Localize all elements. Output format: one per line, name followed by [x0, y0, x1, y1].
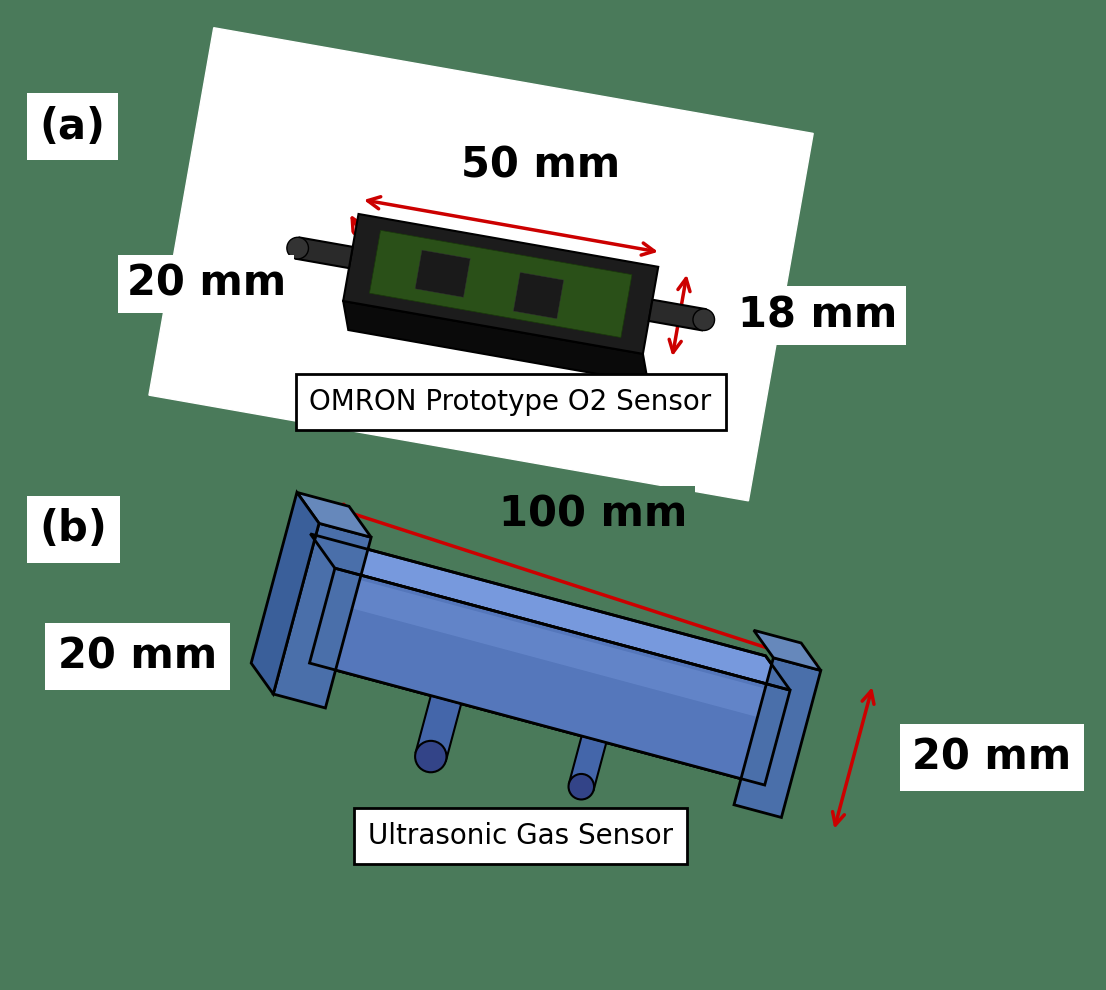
Polygon shape	[343, 214, 658, 353]
Polygon shape	[754, 631, 821, 670]
Text: 100 mm: 100 mm	[499, 494, 687, 536]
Polygon shape	[251, 492, 319, 694]
Polygon shape	[326, 573, 789, 724]
Polygon shape	[369, 231, 632, 338]
Polygon shape	[513, 272, 564, 319]
Polygon shape	[568, 736, 606, 790]
Text: 50 mm: 50 mm	[461, 145, 620, 187]
Text: 18 mm: 18 mm	[739, 294, 898, 337]
Text: (b): (b)	[40, 508, 107, 550]
Text: 20 mm: 20 mm	[912, 737, 1072, 779]
Polygon shape	[149, 28, 813, 501]
Polygon shape	[310, 568, 790, 785]
Text: Ultrasonic Gas Sensor: Ultrasonic Gas Sensor	[368, 822, 672, 849]
Polygon shape	[285, 629, 764, 785]
Circle shape	[415, 741, 447, 772]
Text: OMRON Prototype O2 Sensor: OMRON Prototype O2 Sensor	[310, 388, 711, 416]
Polygon shape	[734, 657, 821, 818]
Polygon shape	[415, 250, 470, 297]
Polygon shape	[343, 301, 648, 383]
Text: 20 mm: 20 mm	[126, 263, 285, 305]
Text: (a): (a)	[40, 106, 105, 148]
Polygon shape	[416, 696, 461, 760]
Polygon shape	[311, 534, 790, 690]
Circle shape	[286, 238, 309, 259]
Circle shape	[693, 309, 714, 331]
Text: 20 mm: 20 mm	[58, 636, 217, 678]
Circle shape	[568, 774, 594, 800]
Polygon shape	[295, 238, 353, 268]
Polygon shape	[310, 568, 790, 785]
Polygon shape	[296, 492, 372, 538]
Polygon shape	[649, 300, 706, 331]
Polygon shape	[273, 524, 372, 708]
